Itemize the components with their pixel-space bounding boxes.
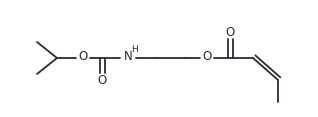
Text: O: O bbox=[98, 73, 107, 86]
Text: O: O bbox=[78, 51, 88, 64]
Text: N: N bbox=[124, 51, 132, 64]
Text: O: O bbox=[226, 26, 235, 38]
Text: H: H bbox=[132, 46, 138, 55]
Text: O: O bbox=[202, 51, 211, 64]
